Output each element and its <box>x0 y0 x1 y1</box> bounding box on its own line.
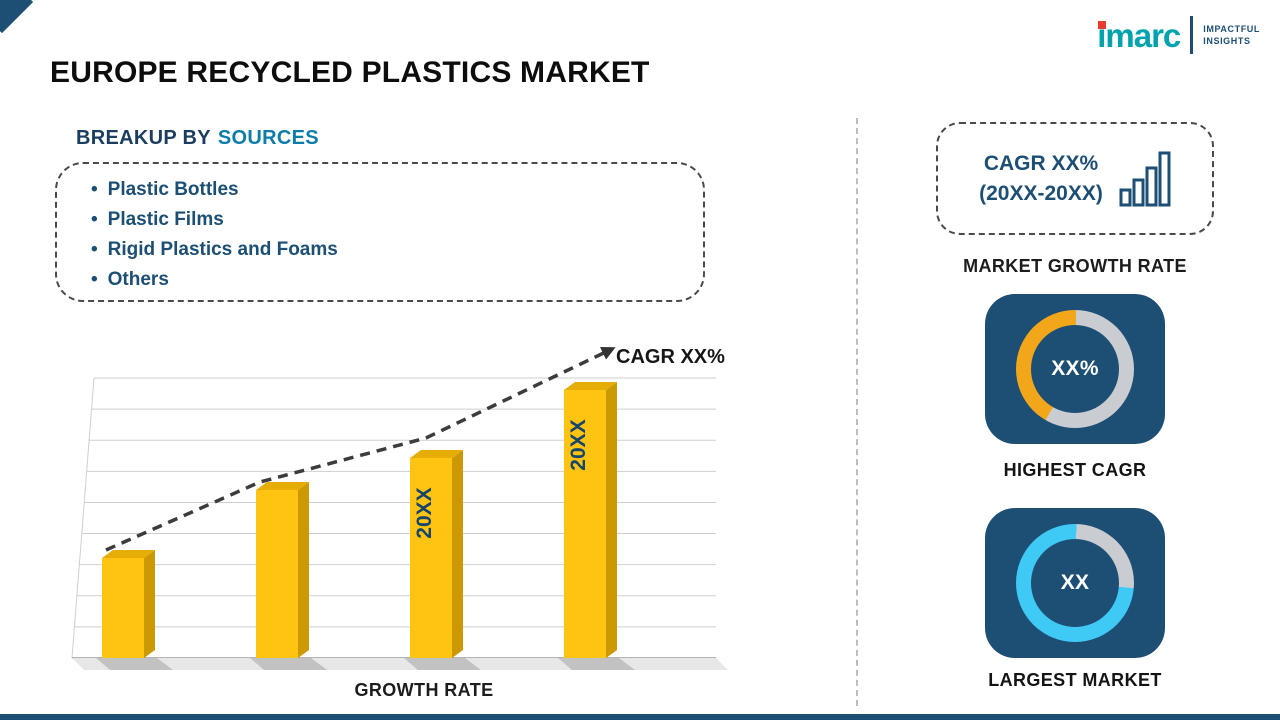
largest-market-donut: XX <box>1016 524 1134 642</box>
breakup-heading: BREAKUP BY SOURCES <box>76 127 319 150</box>
highest-cagr-label: HIGHEST CAGR <box>1003 460 1147 480</box>
corner-accent <box>0 0 34 34</box>
largest-market-value: XX <box>1031 539 1119 627</box>
logo-tagline-line1: IMPACTFUL <box>1203 23 1260 34</box>
bullet-icon: • <box>91 239 98 260</box>
list-item-label: Plastic Bottles <box>107 179 239 200</box>
bullet-icon: • <box>91 209 98 230</box>
largest-market-card: XX <box>985 508 1165 658</box>
breakup-heading-highlight: SOURCES <box>217 127 319 149</box>
market-growth-rate-label: MARKET GROWTH RATE <box>963 256 1187 276</box>
list-item-label: Rigid Plastics and Foams <box>107 239 338 260</box>
cagr-box: CAGR XX% (20XX-20XX) <box>936 122 1214 235</box>
cagr-trend-label: CAGR XX% <box>616 346 725 368</box>
list-item-label: Plastic Films <box>107 209 224 230</box>
chart-grid <box>71 377 716 659</box>
list-item: • Rigid Plastics and Foams <box>91 235 703 265</box>
bullet-icon: • <box>91 179 98 200</box>
logo-tagline: IMPACTFUL INSIGHTS <box>1203 23 1260 47</box>
breakup-heading-prefix: BREAKUP BY <box>76 127 211 149</box>
sources-box: • Plastic Bottles • Plastic Films • Rigid P… <box>55 162 705 302</box>
imarc-logo-text: imarc <box>1097 16 1181 54</box>
list-item: • Others <box>91 265 703 295</box>
imarc-logo: imarc IMPACTFUL INSIGHTS <box>1097 16 1260 54</box>
largest-market-label: LARGEST MARKET <box>988 670 1162 690</box>
vertical-divider <box>856 118 858 706</box>
highest-cagr-value: XX% <box>1031 325 1119 413</box>
logo-tagline-line2: INSIGHTS <box>1203 36 1251 46</box>
growth-bar-chart: 20XX 20XX CAGR XX% <box>71 346 728 670</box>
chart-bars: 20XX 20XX <box>102 382 617 658</box>
logo-red-dot-icon <box>1098 20 1107 29</box>
logo-divider <box>1190 16 1194 54</box>
x-axis-label: GROWTH RATE <box>354 680 494 700</box>
cagr-box-line2: (20XX-20XX) <box>979 181 1103 205</box>
bar-chart-icon <box>1119 151 1171 206</box>
list-item-label: Others <box>107 269 169 290</box>
trend-arrow <box>105 347 616 552</box>
bottom-accent-bar <box>0 714 1280 720</box>
svg-text:20XX: 20XX <box>413 487 436 538</box>
list-item: • Plastic Bottles <box>91 175 703 205</box>
highest-cagr-card: XX% <box>985 294 1165 444</box>
list-item: • Plastic Films <box>91 205 703 235</box>
highest-cagr-donut: XX% <box>1016 310 1134 428</box>
logo-wordmark: imarc <box>1097 16 1181 54</box>
svg-text:20XX: 20XX <box>567 419 590 470</box>
bullet-icon: • <box>91 269 98 290</box>
page-title: EUROPE RECYCLED PLASTICS MARKET <box>50 56 650 89</box>
cagr-box-text: CAGR XX% (20XX-20XX) <box>979 149 1103 208</box>
chart-floor <box>72 658 728 670</box>
sources-list: • Plastic Bottles • Plastic Films • Rigid P… <box>91 175 703 295</box>
cagr-box-line1: CAGR XX% <box>983 152 1099 176</box>
